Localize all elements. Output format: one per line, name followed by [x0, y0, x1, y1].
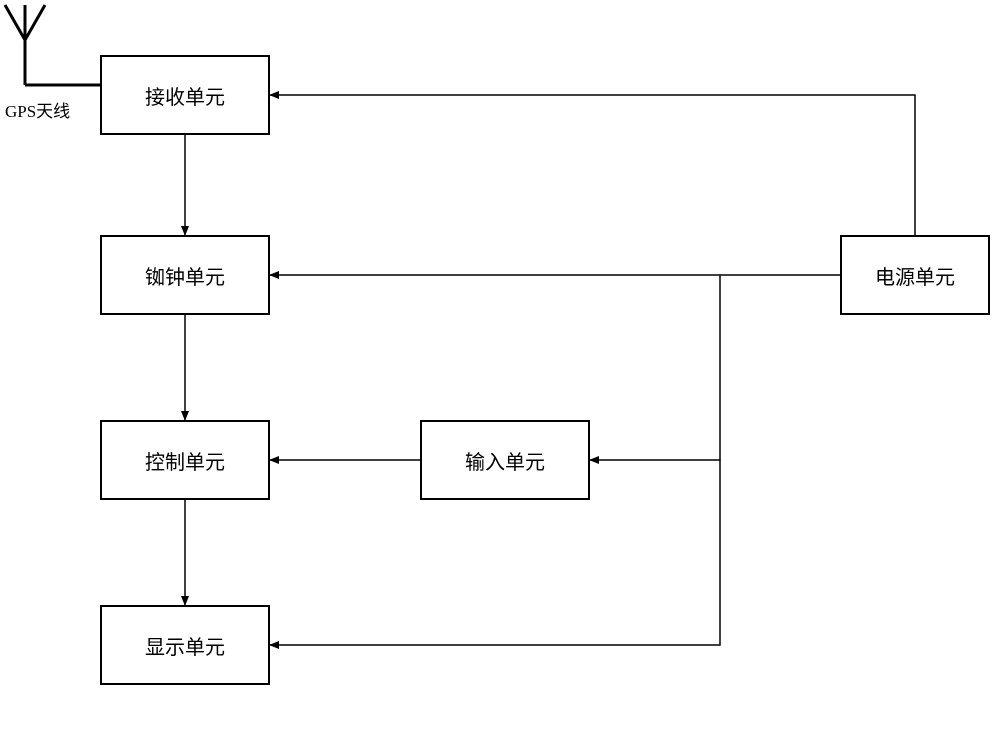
- node-receive: 接收单元: [100, 55, 270, 135]
- node-label-receive: 接收单元: [145, 81, 225, 110]
- diagram-canvas: 接收单元铷钟单元控制单元显示单元 输入单元 电源单元 GPS天线: [0, 0, 1000, 749]
- node-label-power: 电源单元: [875, 261, 955, 290]
- node-control: 控制单元: [100, 420, 270, 500]
- node-power: 电源单元: [840, 235, 990, 315]
- node-label-input: 输入单元: [465, 446, 545, 475]
- node-display: 显示单元: [100, 605, 270, 685]
- antenna-label: GPS天线: [5, 97, 70, 122]
- node-label-control: 控制单元: [145, 446, 225, 475]
- node-label-rb_clock: 铷钟单元: [145, 261, 225, 290]
- node-input: 输入单元: [420, 420, 590, 500]
- node-label-display: 显示单元: [145, 631, 225, 660]
- node-rb_clock: 铷钟单元: [100, 235, 270, 315]
